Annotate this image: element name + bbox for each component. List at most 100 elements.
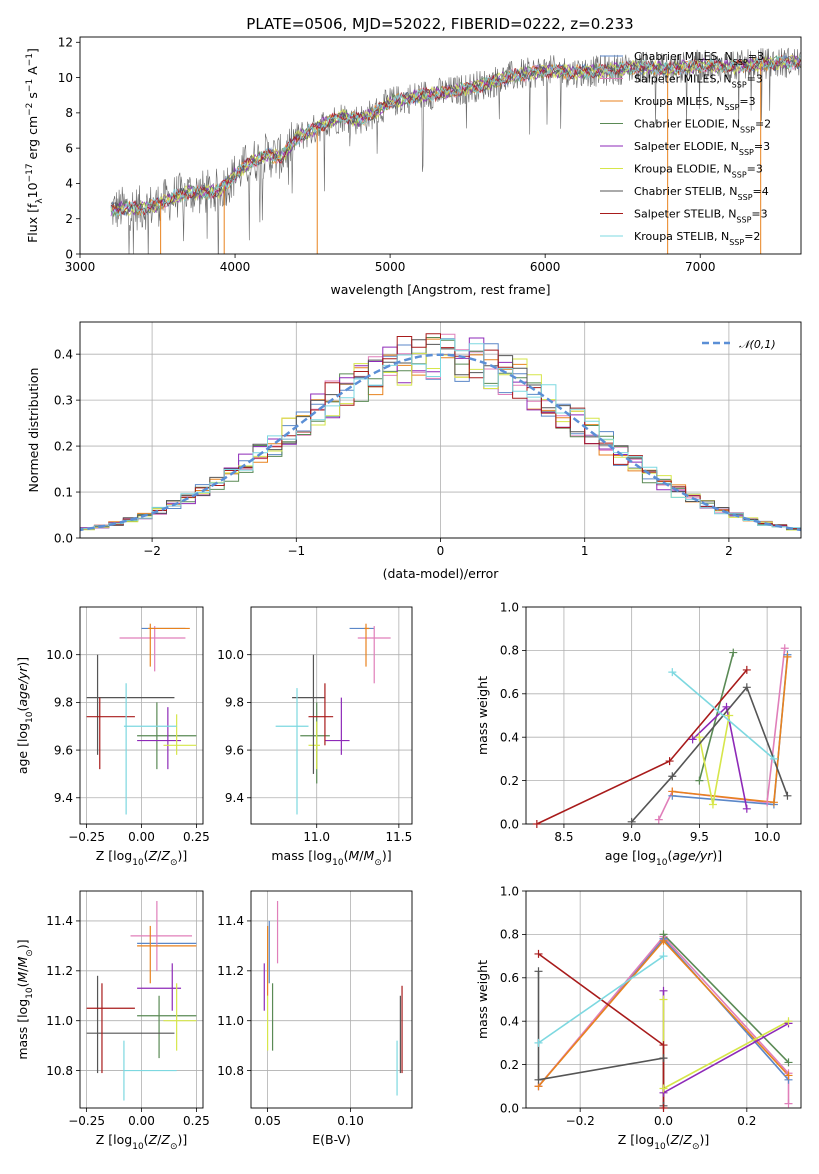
x-axis-label: mass [log10(M/M⊙)]: [271, 848, 391, 868]
weight-point-marker: [534, 967, 543, 976]
label-part: /: [15, 967, 30, 972]
label-part: (: [15, 707, 30, 712]
spectrum-panel: 3000 4000 5000 6000 7000 0 2 4 6 8 10 12 Chabrier MI…: [25, 36, 802, 297]
legend-name: Chabrier STELIB, N: [634, 185, 738, 198]
label-part: ⊙: [170, 1142, 178, 1152]
label-part: ⊙: [25, 949, 35, 957]
spectrum-frame: [79, 36, 802, 255]
legend-label: Chabrier STELIB, NSSP=4: [634, 185, 769, 202]
y-tick-label: 11.2: [217, 964, 244, 978]
label-part: Z [log: [96, 848, 132, 863]
weight-point-marker: [784, 1017, 793, 1026]
label-part: (: [344, 848, 349, 863]
y-tick-label: 6: [65, 141, 73, 155]
age_vs_mass-frame: [250, 606, 413, 825]
weight-point-marker: [534, 949, 543, 958]
label-part: (: [666, 1132, 671, 1147]
legend-label: Salpeter ELODIE, NSSP=3: [634, 140, 770, 157]
x-tick-label: 8.5: [554, 830, 573, 844]
weight-point-marker: [659, 986, 668, 995]
label-part: age/yr: [672, 848, 713, 863]
x-tick-label: 0.2: [737, 1114, 756, 1128]
label-part: mass weight: [475, 960, 490, 1039]
x-axis-label: age [log10(age/yr)]: [605, 848, 722, 868]
legend-name: Salpeter MILES, N: [634, 73, 732, 86]
y-axis-label: mass weight: [475, 960, 490, 1039]
label-part: M: [15, 972, 30, 983]
y-tick-label: 0.3: [54, 393, 73, 407]
label-part: Normed distribution: [26, 368, 41, 493]
weight-series-line: [536, 669, 748, 824]
legend-label: Chabrier ELODIE, NSSP=2: [634, 118, 771, 135]
y-axis-label: Flux [fλ10−17 erg cm−2 s−1 A−1]: [25, 48, 45, 243]
y-axis-label: mass [log10(M/M⊙)]: [15, 939, 35, 1059]
label-part: )]: [177, 848, 187, 863]
legend-count: =3: [739, 95, 755, 108]
label-part: ⊙: [170, 858, 178, 868]
legend-label: Salpeter STELIB, NSSP=3: [634, 208, 768, 225]
weight-point-marker: [780, 644, 789, 653]
y-tick-label: 11.0: [217, 1014, 244, 1028]
label-part: mass weight: [475, 676, 490, 755]
legend-label: Chabrier MILES, NSSP=3: [634, 50, 764, 67]
mass_vs_ebv-panel: 0.05 0.10 10.8 11.0 11.2 11.4 E(B-V): [217, 890, 413, 1147]
weight-point-marker: [742, 683, 751, 692]
x-tick-label: −0.25: [68, 830, 105, 844]
x-tick-label: 9.0: [622, 830, 641, 844]
weight-point-marker: [722, 702, 731, 711]
label-part: mass [log: [271, 848, 332, 863]
y-tick-label: 10.8: [217, 1064, 244, 1078]
y-tick-label: 0.0: [54, 531, 73, 545]
x-tick-label: 6000: [530, 260, 561, 274]
legend-count: =2: [744, 230, 760, 243]
weight-point-marker: [534, 1075, 543, 1084]
label-part: Z: [148, 848, 158, 863]
label-part: 10: [332, 858, 344, 868]
y-tick-label: 0.4: [500, 1015, 519, 1029]
weight-point-marker: [654, 815, 663, 824]
label-part: −1: [25, 53, 35, 66]
residuals-panel: −2 −1 0 1 2 0.0 0.1 0.2 0.3 0.4 𝒩(0,1) (data-model)…: [26, 321, 802, 581]
x-tick-label: −1: [287, 544, 305, 558]
label-part: erg cm: [25, 116, 40, 164]
label-part: Z: [160, 848, 170, 863]
weight-point-marker: [729, 648, 738, 657]
weight-series-line: [692, 705, 748, 809]
label-part: (: [667, 848, 672, 863]
label-part: M: [364, 848, 375, 863]
age_vs_mass-plot-area: [275, 623, 391, 815]
y-tick-label: 0.2: [500, 774, 519, 788]
legend-count: =3: [747, 73, 763, 86]
label-part: /: [359, 848, 364, 863]
weight-point-marker: [659, 995, 668, 1004]
model-spectrum-line: [110, 55, 801, 218]
legend-sub: SSP: [736, 215, 751, 224]
y-tick-label: 0.2: [54, 439, 73, 453]
legend-label: Kroupa ELODIE, NSSP=3: [634, 163, 763, 180]
x-axis-label: (data-model)/error: [383, 566, 500, 581]
y-tick-label: 0.4: [54, 347, 73, 361]
weight-point-marker: [659, 1041, 668, 1050]
legend-name: Kroupa ELODIE, N: [634, 163, 732, 176]
weight-point-marker: [532, 820, 541, 828]
y-tick-label: 1.0: [500, 600, 519, 614]
y-tick-label: 0.8: [500, 644, 519, 658]
legend-count: =3: [754, 140, 770, 153]
label-part: Z: [148, 1132, 158, 1147]
label-part: 10: [656, 858, 668, 868]
x-tick-label: 7000: [685, 260, 716, 274]
x-tick-label: 2: [725, 544, 733, 558]
weight-point-marker: [769, 798, 778, 807]
x-tick-label: 0.00: [128, 830, 155, 844]
y-tick-label: 11.2: [46, 964, 73, 978]
label-part: /: [157, 848, 162, 863]
x-tick-label: 3000: [65, 260, 96, 274]
weight-point-marker: [627, 817, 636, 826]
y-tick-label: 11.4: [217, 914, 244, 928]
weight-series-line: [537, 935, 790, 1104]
label-part: 10: [25, 987, 35, 999]
y-tick-label: 8: [65, 106, 73, 120]
mass_vs_Z-plot-area: [86, 900, 197, 1101]
x-tick-label: −0.25: [68, 1114, 105, 1128]
y-tick-label: 0.1: [54, 485, 73, 499]
